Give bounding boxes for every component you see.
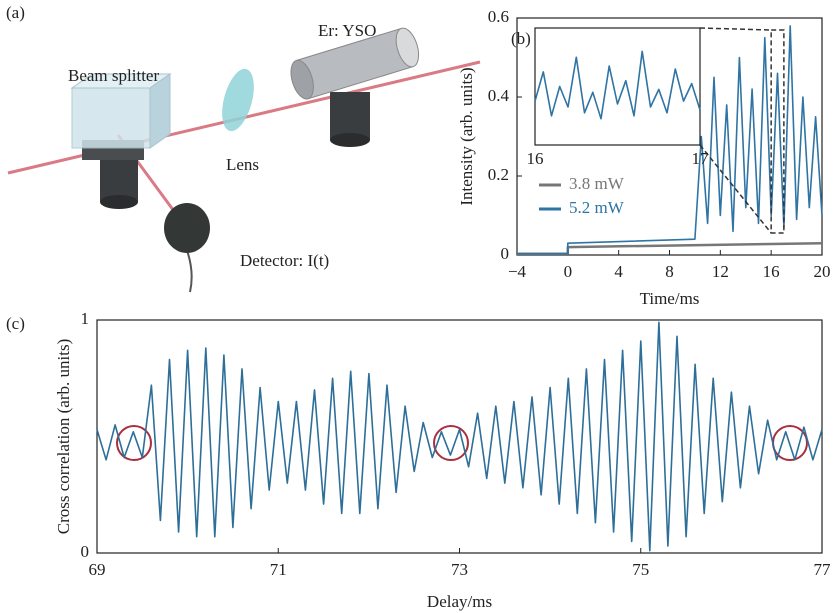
panel-label: (b): [511, 29, 531, 48]
x-tick-label: 77: [814, 560, 832, 579]
crystal-end: [395, 27, 420, 68]
x-tick-label: 12: [712, 262, 729, 281]
panel-label: (a): [6, 3, 25, 22]
legend-label: 5.2 mW: [569, 198, 625, 217]
detector-shape: [164, 203, 210, 253]
data-line: [96, 321, 823, 552]
crystal-end: [290, 59, 314, 100]
x-tick-label: 20: [814, 262, 831, 281]
x-tick-label: 16: [527, 149, 544, 168]
post-base: [330, 133, 370, 147]
x-tick-label: 8: [665, 262, 674, 281]
x-tick-label: 0: [564, 262, 573, 281]
zoom-box: [770, 29, 785, 234]
x-axis-label: Delay/ms: [427, 592, 492, 611]
plot-frame: [534, 27, 701, 146]
lens-shape: [222, 68, 254, 132]
x-tick-label: 73: [451, 560, 468, 579]
x-tick-label: 4: [614, 262, 623, 281]
x-tick-label: 71: [270, 560, 287, 579]
x-tick-label: 75: [632, 560, 649, 579]
label: Beam splitter: [68, 66, 159, 85]
post: [330, 92, 370, 140]
y-tick-label: 0: [501, 244, 510, 263]
highlight-circle: [116, 425, 152, 461]
beam-splitter-cube: [71, 87, 151, 149]
y-tick-label: 0.4: [488, 86, 510, 105]
setup-diagram: (a) Beam splitter Lens Er: YSO Detector:…: [6, 3, 481, 293]
data-line: [517, 25, 823, 255]
x-tick-label: 17: [692, 149, 710, 168]
y-axis-label: Intensity (arb. units): [457, 67, 476, 205]
y-tick-label: 1: [81, 309, 90, 328]
label: Er: YSO: [318, 21, 376, 40]
y-axis-label: Cross correlation (arb. units): [54, 339, 73, 534]
y-tick-label: 0.6: [488, 7, 509, 26]
label: Detector: I(t): [240, 251, 329, 270]
zoom-connector: [699, 27, 772, 31]
post-base: [100, 195, 138, 209]
zoom-connector: [699, 144, 772, 234]
label: Lens: [226, 155, 259, 174]
x-tick-label: −4: [508, 262, 527, 281]
y-tick-label: 0: [81, 542, 90, 561]
data-line: [534, 50, 701, 120]
y-tick-label: 0.2: [488, 165, 509, 184]
panel-label: (c): [6, 314, 25, 333]
x-tick-label: 69: [89, 560, 106, 579]
highlight-circle: [433, 425, 469, 461]
x-axis-label: Time/ms: [640, 289, 700, 308]
x-tick-label: 16: [763, 262, 780, 281]
crystal-cylinder: [290, 27, 420, 100]
legend-label: 3.8 mW: [569, 174, 625, 193]
cube-side: [149, 73, 171, 149]
